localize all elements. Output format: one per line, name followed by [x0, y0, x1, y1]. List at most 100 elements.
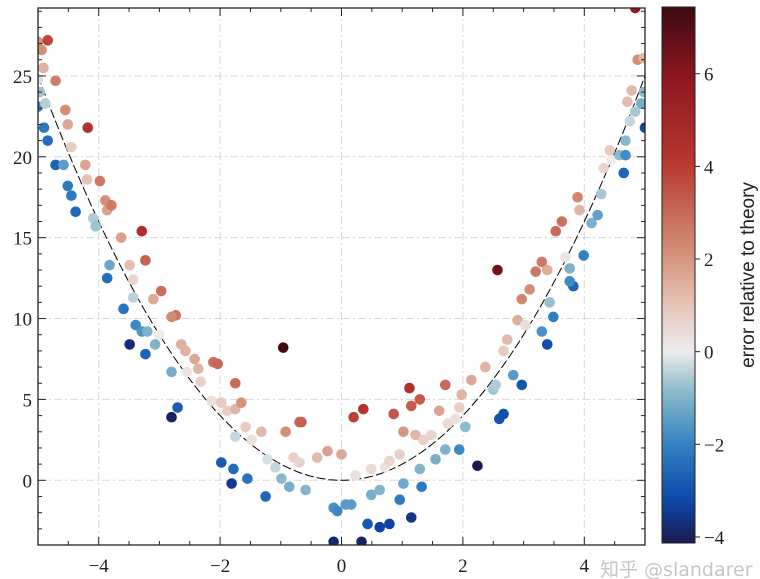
- colorbar-tick-label: 2: [704, 250, 714, 271]
- data-point: [536, 256, 548, 268]
- data-point: [82, 122, 94, 133]
- data-point: [472, 460, 483, 472]
- x-tick-label: −4: [89, 556, 110, 577]
- data-point: [639, 122, 645, 133]
- y-tick-label: 5: [23, 390, 33, 411]
- data-point: [276, 473, 287, 484]
- x-tick-label: 2: [458, 556, 468, 577]
- data-point: [348, 411, 359, 423]
- data-point: [38, 73, 44, 85]
- data-point: [192, 363, 204, 374]
- data-point: [564, 263, 576, 274]
- data-point: [38, 36, 44, 48]
- data-point: [439, 379, 451, 391]
- data-point: [460, 421, 471, 433]
- data-point: [42, 35, 54, 46]
- data-point: [283, 481, 295, 493]
- data-point: [365, 463, 377, 475]
- data-point: [58, 159, 69, 171]
- data-points: [38, 8, 645, 545]
- data-point: [87, 212, 99, 224]
- data-point: [124, 259, 135, 271]
- data-point: [127, 274, 139, 286]
- data-point: [336, 449, 347, 460]
- data-point: [256, 426, 267, 438]
- data-point: [426, 429, 437, 441]
- x-tick-label: 4: [580, 556, 590, 577]
- data-point: [240, 421, 251, 433]
- data-point: [406, 400, 417, 412]
- data-point: [365, 489, 377, 501]
- data-point: [140, 255, 151, 266]
- data-point: [140, 348, 151, 360]
- colorbar-tick-label: 6: [704, 65, 714, 86]
- data-point: [42, 135, 54, 146]
- colorbar-tick-labels: −4 −2 0 2 4 6: [704, 65, 725, 549]
- data-point: [622, 96, 633, 108]
- data-point: [384, 455, 395, 467]
- data-point: [66, 190, 77, 201]
- data-point: [149, 339, 161, 350]
- colorbar: [661, 6, 696, 544]
- data-point: [541, 264, 553, 276]
- data-point: [262, 453, 273, 465]
- data-point: [574, 204, 585, 216]
- data-point: [270, 462, 281, 473]
- data-point: [222, 405, 233, 417]
- data-point: [189, 353, 200, 365]
- data-point: [620, 135, 631, 146]
- data-point: [356, 536, 367, 545]
- axis-ticks: [37, 8, 700, 545]
- colorbar-tick-label: −2: [704, 435, 724, 456]
- data-point: [66, 141, 77, 153]
- data-point: [636, 98, 645, 109]
- data-point: [516, 293, 528, 305]
- data-point: [101, 272, 113, 284]
- data-point: [216, 457, 227, 468]
- data-point: [490, 379, 501, 391]
- data-point: [595, 188, 607, 200]
- data-point: [520, 319, 531, 331]
- data-point: [124, 339, 135, 350]
- data-point: [507, 369, 519, 381]
- data-point: [166, 411, 177, 423]
- data-point: [418, 434, 429, 446]
- data-point: [498, 345, 509, 357]
- data-point: [228, 463, 239, 475]
- data-point: [541, 339, 553, 350]
- data-point: [60, 104, 71, 116]
- data-point: [311, 452, 323, 463]
- data-point: [216, 397, 227, 408]
- data-point: [606, 154, 617, 166]
- data-point: [388, 408, 400, 420]
- data-point: [498, 408, 509, 420]
- data-point: [62, 180, 74, 192]
- data-point: [296, 416, 307, 428]
- data-point: [328, 536, 339, 545]
- data-point: [229, 431, 241, 442]
- data-point: [530, 266, 542, 277]
- colorbar-tick-label: 0: [704, 343, 714, 364]
- data-point: [94, 175, 106, 187]
- data-point: [394, 449, 406, 460]
- data-point: [456, 389, 467, 400]
- data-point: [277, 342, 289, 353]
- watermark: 知乎 @slandarer: [600, 559, 753, 579]
- data-point: [394, 494, 406, 506]
- data-point: [572, 191, 583, 203]
- data-point: [180, 345, 191, 357]
- colorbar-label: error relative to theory: [738, 182, 759, 368]
- data-point: [242, 473, 253, 484]
- data-point: [181, 366, 193, 378]
- data-point: [118, 303, 129, 315]
- data-point: [358, 403, 369, 415]
- data-point: [626, 85, 637, 96]
- data-point: [38, 122, 50, 133]
- data-point: [90, 221, 101, 232]
- data-point: [604, 145, 616, 156]
- data-point: [398, 478, 409, 489]
- data-point: [453, 402, 465, 413]
- data-point: [384, 518, 395, 530]
- y-tick-label: 20: [13, 148, 32, 169]
- data-point: [524, 284, 535, 295]
